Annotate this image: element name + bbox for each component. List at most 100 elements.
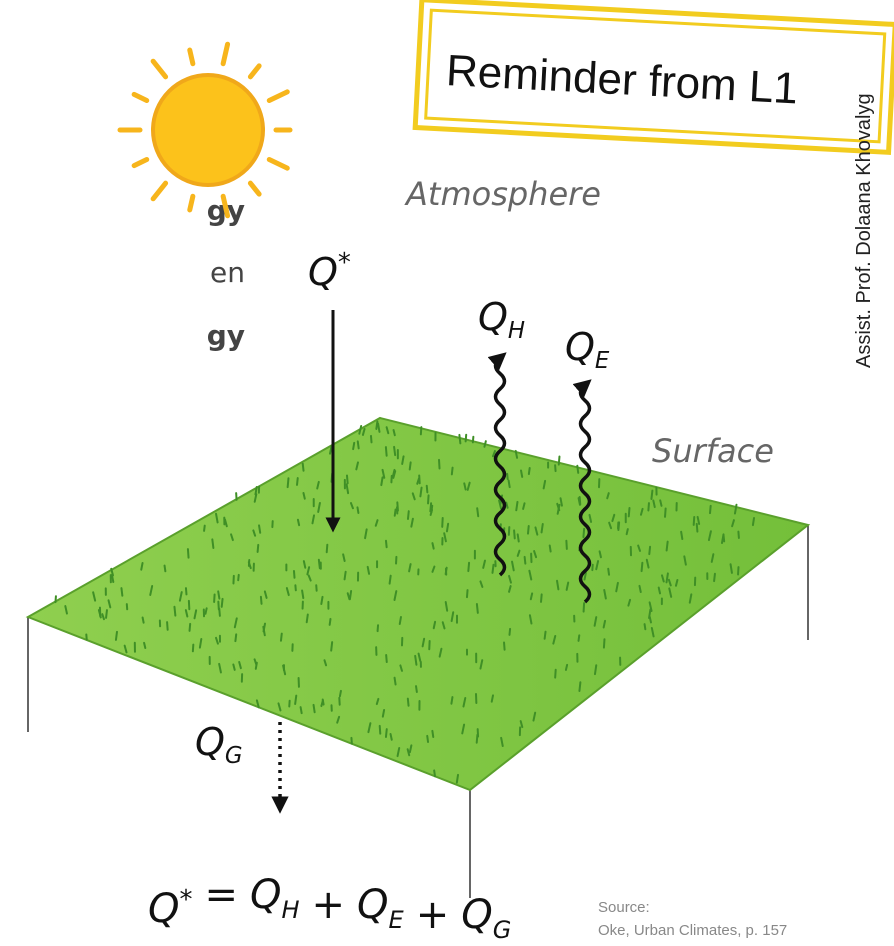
q-e-label: QE — [565, 325, 610, 374]
grass-blade — [668, 587, 673, 598]
grass-blade — [737, 530, 740, 539]
reminder-box: Reminder from L1 — [412, 0, 894, 155]
grass-blade — [393, 445, 397, 457]
q-g-label: QG — [195, 720, 243, 769]
grass-blade — [508, 574, 512, 584]
grass-blade — [627, 598, 632, 607]
grass-blade — [458, 433, 462, 445]
atmosphere-label: Atmosphere — [404, 175, 601, 213]
grass-blade — [583, 571, 587, 581]
grass-blade — [491, 450, 496, 458]
grass-blade — [294, 694, 298, 706]
grass-blade — [92, 591, 97, 602]
grass-blade — [607, 567, 611, 576]
grass-blade — [532, 711, 537, 722]
grass-blade — [375, 697, 380, 706]
grass-blade — [254, 486, 258, 496]
grass-blade — [491, 563, 495, 574]
grass-blade — [648, 608, 652, 619]
grass-blade — [527, 467, 531, 476]
grass-blade — [564, 663, 569, 671]
grass-blade — [692, 516, 696, 526]
grass-blade — [461, 723, 466, 735]
grass-blade — [253, 658, 258, 666]
grass-blade — [438, 647, 443, 658]
grass-blade — [421, 637, 426, 648]
grass-blade — [317, 501, 321, 513]
grass-blade — [296, 518, 301, 527]
grass-blade — [695, 522, 699, 533]
grass — [54, 420, 756, 784]
grass-blade — [215, 512, 219, 524]
ray — [187, 193, 196, 213]
operator: + — [416, 892, 450, 938]
grass-blade — [433, 769, 436, 778]
grass-blade — [120, 587, 124, 597]
ray — [247, 180, 262, 197]
grass-blade — [482, 559, 486, 569]
ray — [247, 63, 262, 80]
grass-blade — [285, 587, 290, 597]
grass-blade — [582, 602, 586, 613]
grass-blade — [336, 715, 341, 724]
grass-blade — [534, 526, 539, 536]
grass-blade — [625, 528, 629, 536]
grass-blade — [388, 574, 392, 585]
q: Q — [250, 872, 281, 918]
grass-blade — [595, 560, 600, 571]
grass-blade — [526, 525, 530, 535]
grass-blade — [286, 477, 290, 489]
grass-blade — [141, 616, 145, 624]
author: Assist. Prof. Dolaana Khovalyg — [853, 93, 875, 368]
grass-blade — [508, 627, 512, 636]
wavy-arrow — [572, 379, 592, 604]
grass-blade — [348, 589, 353, 601]
grass-blade — [514, 449, 519, 459]
grass-blade — [650, 627, 655, 638]
grass-blade — [431, 542, 435, 550]
grass-blade — [312, 703, 316, 714]
sun-icon — [117, 41, 293, 219]
grass-blade — [445, 522, 450, 533]
grass-blade — [306, 566, 311, 576]
grass-blade — [406, 748, 411, 757]
grass-blade — [652, 499, 656, 509]
grass-blade — [178, 591, 183, 602]
grass-blade — [321, 698, 325, 706]
grass-blade — [377, 422, 381, 433]
fragment: gy — [207, 319, 245, 352]
source: Source: — [598, 899, 650, 916]
grass-blade — [542, 479, 547, 490]
grass-blade — [385, 426, 390, 435]
grass-blade — [366, 565, 371, 575]
grass-blade — [64, 605, 68, 615]
grass-blade — [556, 579, 560, 591]
grass-blade — [215, 636, 219, 645]
grass-blade — [263, 590, 268, 599]
grass-blade — [709, 504, 712, 515]
grass-blade — [602, 619, 607, 629]
grass-blade — [471, 435, 475, 444]
grass-blade — [444, 601, 449, 612]
grass-blade — [617, 521, 621, 531]
grass-blade — [253, 493, 258, 503]
grass-blade — [140, 562, 144, 571]
sub: G — [493, 916, 512, 944]
grass-blade — [507, 479, 511, 489]
grass-blade — [467, 561, 471, 573]
grass-blade — [556, 503, 561, 515]
grass-blade — [559, 497, 563, 507]
grass-blade — [729, 563, 733, 574]
grass-blade — [578, 681, 582, 692]
grass-blade — [639, 507, 644, 516]
grass-blade — [606, 492, 610, 500]
grass-blade — [554, 668, 557, 679]
grass-blade — [361, 427, 366, 436]
grass-blade — [650, 489, 654, 500]
grass-blade — [441, 621, 446, 630]
grass-blade — [198, 638, 203, 649]
q-h-label: QH — [478, 295, 525, 344]
grass-blade — [184, 609, 189, 618]
grass-blade — [385, 653, 388, 664]
grass-blade — [217, 590, 221, 600]
